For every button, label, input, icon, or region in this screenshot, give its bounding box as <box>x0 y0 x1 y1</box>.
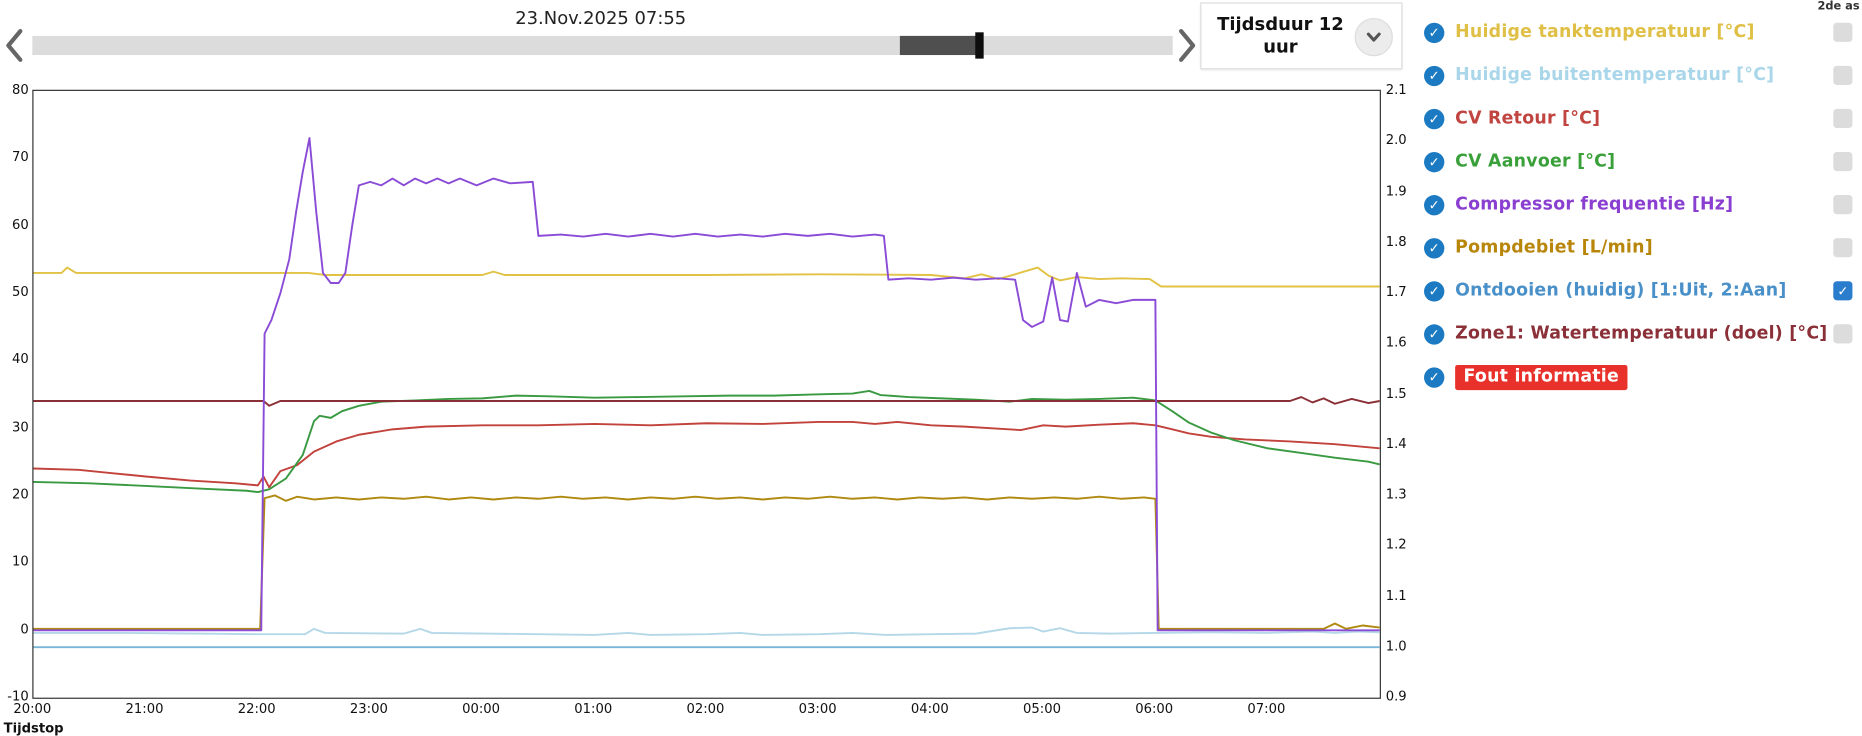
axis-tick-label: 1.0 <box>1385 638 1407 654</box>
legend-item[interactable]: ✓ Pompdebiet [L/min] <box>1424 235 1862 261</box>
axis-tick-label: 1.4 <box>1385 435 1407 452</box>
axis-tick-label: 1.6 <box>1385 334 1407 351</box>
time-scrollbar-track[interactable] <box>32 32 1173 59</box>
legend-item-label[interactable]: Fout informatie <box>1455 364 1628 390</box>
second-axis-checkbox[interactable] <box>1833 238 1853 258</box>
axis-tick-label: 06:00 <box>1135 701 1174 717</box>
series-line <box>33 420 1380 489</box>
axis-tick-label: 2.1 <box>1385 81 1407 98</box>
chevron-down-icon <box>1366 32 1381 42</box>
second-axis-checkbox[interactable] <box>1833 65 1853 85</box>
series-line <box>33 266 1380 288</box>
axis-tick-label: 10 <box>11 553 29 570</box>
series-visible-check-icon[interactable]: ✓ <box>1424 323 1445 345</box>
current-datetime-label: 23.Nov.2025 07:55 <box>515 7 687 29</box>
axis-tick-label: 2.0 <box>1385 132 1407 149</box>
series-line <box>33 494 1380 630</box>
axis-tick-label: 0 <box>20 621 29 637</box>
series-visible-check-icon[interactable]: ✓ <box>1424 108 1445 129</box>
second-axis-checkbox[interactable] <box>1833 151 1853 172</box>
legend-item[interactable]: ✓ Ontdooien (huidig) [1:Uit, 2:Aan] ✓ <box>1424 278 1862 304</box>
second-axis-checkbox[interactable]: ✓ <box>1833 281 1853 301</box>
legend-item-label[interactable]: Huidige tanktemperatuur [°C] <box>1455 22 1755 42</box>
scroll-right-button[interactable] <box>1175 26 1199 64</box>
legend-item[interactable]: ✓ Fout informatie <box>1424 364 1862 390</box>
axis-tick-label: 20:00 <box>13 701 52 717</box>
legend-item[interactable]: ✓ CV Aanvoer [°C] <box>1424 148 1862 174</box>
axis-tick-label: 70 <box>11 149 29 165</box>
axis-tick-label: 1.2 <box>1385 537 1407 553</box>
series-line <box>33 626 1380 636</box>
axis-tick-label: 20 <box>11 486 29 502</box>
duration-dropdown-label: Tijdsduur 12 uur <box>1217 12 1344 58</box>
series-line <box>33 137 1380 632</box>
time-scrollbar-thumb[interactable] <box>899 32 984 59</box>
second-axis-column-label: 2de as <box>1817 0 1860 14</box>
axis-tick-label: 80 <box>11 81 29 98</box>
tijdstop-label: Tijdstop <box>3 720 64 736</box>
second-axis-checkbox[interactable] <box>1833 324 1853 344</box>
series-visible-check-icon[interactable]: ✓ <box>1424 280 1445 301</box>
legend-item[interactable]: ✓ Compressor frequentie [Hz] <box>1424 191 1862 217</box>
second-axis-checkbox[interactable] <box>1833 108 1853 129</box>
chevron-right-icon <box>1179 29 1196 62</box>
axis-tick-label: 23:00 <box>349 701 388 717</box>
axis-tick-label: 60 <box>11 216 29 233</box>
series-visible-check-icon[interactable]: ✓ <box>1424 65 1445 86</box>
scroll-left-button[interactable] <box>2 26 26 64</box>
axis-tick-label: 00:00 <box>462 701 501 717</box>
axis-tick-label: 40 <box>11 351 29 368</box>
series-visible-check-icon[interactable]: ✓ <box>1424 22 1445 43</box>
legend-item[interactable]: ✓ Huidige buitentemperatuur [°C] <box>1424 62 1862 88</box>
second-axis-checkbox[interactable] <box>1833 195 1853 215</box>
series-line <box>33 396 1380 407</box>
legend-item-label[interactable]: Zone1: Watertemperatuur (doel) [°C] <box>1455 324 1828 344</box>
time-scrollbar-handle[interactable] <box>975 32 984 59</box>
legend-item[interactable]: ✓ Zone1: Watertemperatuur (doel) [°C] <box>1424 321 1862 347</box>
legend-rows: ✓ Huidige tanktemperatuur [°C] ✓ Huidige… <box>1424 19 1862 390</box>
axis-tick-label: 0.9 <box>1385 688 1407 705</box>
legend-item[interactable]: ✓ CV Retour [°C] <box>1424 105 1862 131</box>
series-line <box>33 389 1380 494</box>
axis-tick-label: 02:00 <box>686 701 725 717</box>
chart-plot-area[interactable] <box>32 89 1381 699</box>
second-axis-checkbox[interactable] <box>1833 22 1853 42</box>
axis-tick-label: 1.8 <box>1385 233 1407 250</box>
legend-item[interactable]: ✓ Huidige tanktemperatuur [°C] <box>1424 19 1862 45</box>
legend-item-label[interactable]: CV Aanvoer [°C] <box>1455 151 1616 172</box>
axis-tick-label: 01:00 <box>574 701 613 717</box>
axis-tick-label: 1.3 <box>1385 486 1407 502</box>
legend-item-label[interactable]: Huidige buitentemperatuur [°C] <box>1455 65 1775 85</box>
axis-tick-label: 22:00 <box>237 701 276 717</box>
legend-item-label[interactable]: Pompdebiet [L/min] <box>1455 238 1653 258</box>
legend-item-label[interactable]: Compressor frequentie [Hz] <box>1455 195 1734 215</box>
legend-item-label[interactable]: Ontdooien (huidig) [1:Uit, 2:Aan] <box>1455 281 1787 301</box>
axis-tick-label: 1.1 <box>1385 587 1407 604</box>
series-visible-check-icon[interactable]: ✓ <box>1424 366 1445 388</box>
duration-dropdown-toggle[interactable] <box>1354 17 1393 57</box>
axis-tick-label: 30 <box>11 419 29 435</box>
legend-item-label[interactable]: CV Retour [°C] <box>1455 108 1601 129</box>
axis-tick-label: 03:00 <box>798 701 837 717</box>
series-visible-check-icon[interactable]: ✓ <box>1424 151 1445 172</box>
axis-tick-label: 1.7 <box>1385 284 1407 300</box>
axis-tick-label: 05:00 <box>1023 701 1061 717</box>
series-visible-check-icon[interactable]: ✓ <box>1424 237 1445 258</box>
series-visible-check-icon[interactable]: ✓ <box>1424 194 1445 215</box>
axis-tick-label: -10 <box>7 688 29 705</box>
axis-tick-label: 1.5 <box>1385 385 1407 401</box>
axis-tick-label: 21:00 <box>125 701 164 717</box>
axis-tick-label: 04:00 <box>910 701 949 717</box>
axis-tick-label: 07:00 <box>1247 701 1286 717</box>
axis-tick-label: 50 <box>11 284 29 300</box>
axis-tick-label: 1.9 <box>1385 183 1407 199</box>
chevron-left-icon <box>6 29 23 62</box>
duration-dropdown[interactable]: Tijdsduur 12 uur <box>1200 2 1403 70</box>
